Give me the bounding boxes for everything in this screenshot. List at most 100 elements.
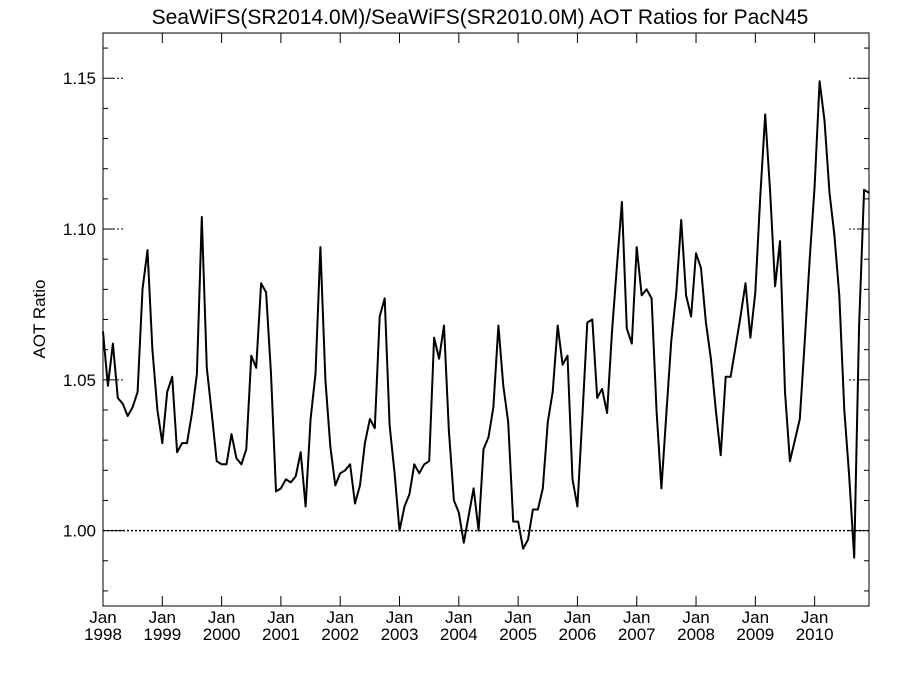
data-point bbox=[497, 324, 500, 327]
data-point bbox=[492, 406, 495, 408]
data-point bbox=[408, 493, 411, 496]
x-tick-label-month: Jan bbox=[682, 608, 709, 627]
data-point bbox=[675, 291, 678, 294]
data-point bbox=[759, 195, 762, 197]
data-point bbox=[581, 415, 584, 417]
data-point bbox=[433, 336, 435, 339]
data-point bbox=[803, 339, 806, 342]
data-point bbox=[121, 403, 124, 405]
data-point bbox=[339, 472, 342, 475]
data-point bbox=[715, 409, 717, 411]
data-point bbox=[808, 258, 811, 260]
data-point bbox=[443, 324, 445, 327]
data-point bbox=[769, 192, 771, 194]
data-point bbox=[462, 541, 465, 544]
data-point bbox=[176, 451, 178, 453]
data-point bbox=[843, 409, 846, 411]
data-point bbox=[230, 433, 233, 435]
data-point bbox=[255, 366, 257, 369]
data-point bbox=[102, 330, 104, 333]
x-tick-label-year: 2008 bbox=[677, 625, 715, 644]
data-point bbox=[477, 529, 480, 532]
data-point bbox=[853, 556, 855, 559]
data-point bbox=[863, 189, 865, 191]
data-point bbox=[764, 113, 767, 116]
x-tick-label-month: Jan bbox=[445, 608, 472, 627]
y-ticks: 1.00 1.05 1.10 1.15 bbox=[63, 47, 869, 592]
data-point bbox=[561, 363, 564, 366]
data-point bbox=[650, 297, 653, 300]
data-point bbox=[660, 487, 663, 490]
y-tick-label: 1.00 bbox=[63, 522, 96, 541]
x-tick-label-month: Jan bbox=[742, 608, 769, 627]
x-tick-label-month: Jan bbox=[504, 608, 531, 627]
data-point bbox=[354, 502, 356, 505]
data-point bbox=[235, 457, 238, 460]
data-point bbox=[566, 354, 569, 357]
data-point bbox=[344, 469, 346, 472]
data-point bbox=[665, 412, 668, 414]
x-tick-label-year: 1999 bbox=[143, 625, 181, 644]
data-point bbox=[616, 264, 618, 267]
data-point bbox=[374, 427, 376, 429]
data-point bbox=[551, 391, 554, 393]
data-point bbox=[467, 514, 470, 517]
x-tick-label-month: Jan bbox=[208, 608, 235, 627]
x-tick-label-month: Jan bbox=[386, 608, 413, 627]
data-point bbox=[626, 327, 628, 330]
data-point bbox=[438, 357, 440, 360]
data-point bbox=[818, 80, 821, 83]
data-point bbox=[744, 282, 747, 285]
data-point bbox=[280, 487, 282, 490]
data-point bbox=[749, 336, 752, 339]
data-point bbox=[690, 315, 692, 318]
data-point bbox=[359, 484, 361, 487]
x-tick-label-year: 2002 bbox=[321, 625, 359, 644]
data-point bbox=[621, 201, 623, 203]
data-point bbox=[482, 448, 485, 450]
data-point bbox=[685, 294, 687, 297]
y-tick-label: 1.15 bbox=[63, 69, 96, 88]
data-point bbox=[774, 285, 776, 288]
data-point bbox=[304, 505, 307, 508]
x-tick-label-year: 2004 bbox=[440, 625, 478, 644]
data-point bbox=[428, 460, 430, 463]
data-point bbox=[136, 391, 139, 393]
data-point bbox=[799, 418, 801, 420]
data-point bbox=[527, 538, 529, 541]
data-point bbox=[383, 297, 386, 300]
data-point bbox=[294, 475, 297, 478]
data-point bbox=[542, 487, 544, 490]
data-point bbox=[858, 324, 860, 327]
data-point bbox=[309, 418, 312, 420]
data-point bbox=[289, 481, 292, 484]
data-point bbox=[507, 421, 510, 423]
data-point bbox=[823, 119, 826, 122]
data-point bbox=[655, 409, 658, 411]
x-ticks: Jan1998Jan1999Jan2000Jan2001Jan2002Jan20… bbox=[84, 33, 834, 644]
data-point bbox=[324, 379, 327, 381]
data-point bbox=[240, 463, 243, 466]
data-point bbox=[586, 321, 589, 324]
data-point bbox=[546, 421, 549, 423]
data-point bbox=[576, 505, 579, 508]
data-point bbox=[265, 291, 267, 294]
data-point bbox=[601, 388, 603, 390]
data-point bbox=[418, 472, 421, 475]
data-point bbox=[403, 505, 406, 508]
data-point bbox=[532, 508, 534, 511]
data-point bbox=[784, 391, 786, 393]
data-point bbox=[107, 385, 109, 387]
data-point bbox=[275, 490, 277, 493]
data-point bbox=[502, 385, 505, 387]
data-point bbox=[739, 315, 742, 318]
data-point bbox=[413, 463, 416, 466]
x-tick-label-month: Jan bbox=[267, 608, 294, 627]
data-point bbox=[813, 186, 816, 188]
x-tick-label-month: Jan bbox=[801, 608, 828, 627]
data-point bbox=[458, 511, 460, 514]
data-point bbox=[571, 478, 574, 481]
data-point bbox=[700, 267, 702, 270]
data-point bbox=[448, 430, 450, 432]
x-tick-label-year: 2003 bbox=[381, 625, 419, 644]
